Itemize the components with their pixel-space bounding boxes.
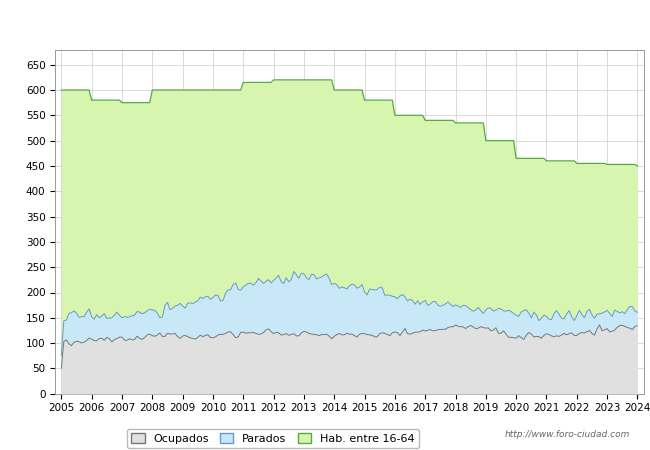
Text: Corullón - Evolucion de la poblacion en edad de Trabajar Noviembre de 2024: Corullón - Evolucion de la poblacion en …	[57, 21, 593, 33]
Legend: Ocupados, Parados, Hab. entre 16-64: Ocupados, Parados, Hab. entre 16-64	[127, 429, 419, 449]
Text: http://www.foro-ciudad.com: http://www.foro-ciudad.com	[505, 430, 630, 439]
